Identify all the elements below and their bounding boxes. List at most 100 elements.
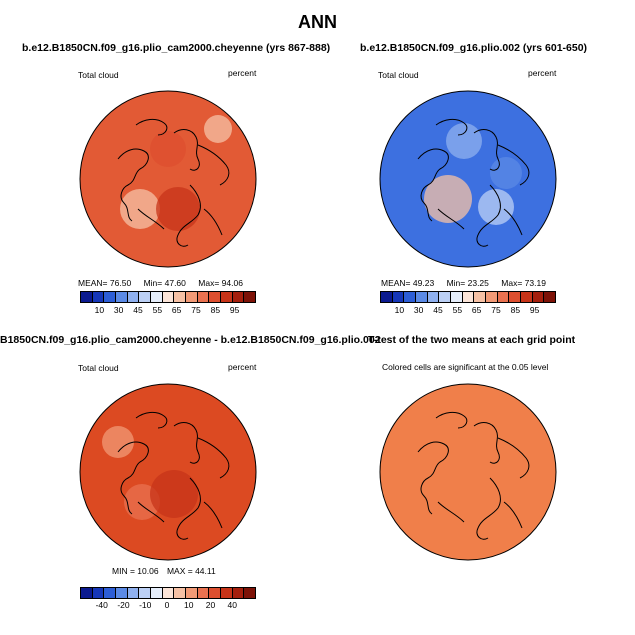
coastline	[473, 422, 500, 464]
colorbar-swatch	[439, 292, 452, 302]
map-anomaly-patch	[150, 470, 198, 518]
coastline	[437, 208, 465, 230]
colorbar-swatch	[232, 588, 245, 598]
colorbar-swatch	[174, 588, 187, 598]
colorbar-swatch	[186, 292, 198, 302]
colorbar-tick-label: -10	[139, 600, 152, 610]
colorbar-swatch	[162, 292, 175, 302]
colorbar-swatch	[416, 292, 428, 302]
colorbar-tick-label: 0	[164, 600, 170, 610]
panel-3-polar-map	[79, 383, 257, 561]
coastline	[197, 144, 230, 186]
colorbar-tick-label: 95	[529, 305, 540, 315]
colorbar-swatch	[104, 588, 117, 598]
panel-3-colorbar-ticks: -40 -20 -10 0 10 20 40	[80, 600, 254, 612]
colorbar-tick-label: 75	[191, 305, 201, 315]
colorbar-swatch	[174, 292, 187, 302]
colorbar-swatch	[116, 588, 128, 598]
coastline	[137, 208, 165, 230]
colorbar-swatch	[427, 292, 440, 302]
colorbar-swatch	[209, 292, 222, 302]
colorbar-swatch	[509, 292, 522, 302]
panel-2-units-label: percent	[528, 68, 557, 78]
coastline	[503, 208, 523, 236]
coastline	[435, 118, 468, 136]
map-anomaly-patch	[204, 115, 232, 143]
panel-2-colorbar	[380, 291, 556, 303]
coastline	[476, 184, 501, 247]
colorbar-tick-label: 75	[491, 305, 501, 315]
coastline	[173, 422, 200, 464]
colorbar-swatch	[81, 588, 93, 598]
colorbar-tick-label: 45	[133, 305, 143, 315]
panel-1-max-value: 94.06	[221, 278, 243, 288]
colorbar-swatch	[521, 292, 533, 302]
coastline	[176, 184, 201, 247]
coastline	[435, 411, 468, 429]
map-anomaly-patch	[120, 189, 160, 229]
figure-title: ANN	[298, 12, 337, 32]
colorbar-swatch	[104, 292, 117, 302]
colorbar-swatch	[127, 588, 140, 598]
coastline	[173, 129, 200, 171]
colorbar-swatch	[139, 292, 152, 302]
panel-2-colorbar-ticks: 10 30 45 55 65 75 85 95	[380, 305, 554, 317]
panel-3-max-label: MAX =	[166, 566, 193, 576]
colorbar-swatch	[81, 292, 93, 302]
coastline	[203, 501, 223, 529]
colorbar-tick-label: 55	[152, 305, 163, 315]
panel-2-min-label: Min=	[446, 278, 466, 288]
panel-4-subtitle: Colored cells are significant at the 0.0…	[382, 362, 549, 372]
coastline	[503, 501, 523, 529]
map-anomaly-patch	[490, 157, 522, 189]
map-field	[380, 384, 556, 560]
panel-3-title: B1850CN.f09_g16.plio_cam2000.cheyenne - …	[0, 334, 381, 346]
colorbar-swatch	[474, 292, 487, 302]
panel-3-variable-label: Total cloud	[78, 363, 119, 373]
panel-1-units-label: percent	[228, 68, 257, 78]
colorbar-swatch	[497, 292, 510, 302]
colorbar-swatch	[92, 292, 105, 302]
colorbar-swatch	[451, 292, 463, 302]
colorbar-swatch	[139, 588, 152, 598]
map-anomaly-patch	[102, 426, 134, 458]
colorbar-swatch	[221, 292, 233, 302]
map-anomaly-patch	[150, 131, 186, 167]
coastline	[137, 501, 165, 523]
panel-3-colorbar	[80, 587, 256, 599]
panel-4-polar-map	[379, 383, 557, 561]
coastline	[417, 148, 449, 222]
coastline	[203, 208, 223, 236]
coastline	[135, 411, 168, 429]
colorbar-tick-label: 85	[210, 305, 221, 315]
panel-3-max-value: 44.11	[195, 566, 216, 576]
panel-1-min-label: Min=	[143, 278, 163, 288]
panel-4-title: T-test of the two means at each grid poi…	[368, 334, 576, 346]
colorbar-swatch	[244, 588, 256, 598]
colorbar-tick-label: 55	[452, 305, 463, 315]
colorbar-tick-label: 65	[471, 305, 482, 315]
panel-1-stats: MEAN= 76.50 Min= 47.60 Max= 94.06	[78, 278, 243, 288]
panel-1-colorbar-ticks: 10 30 45 55 65 75 85 95	[80, 305, 254, 317]
panel-1-colorbar	[80, 291, 256, 303]
colorbar-swatch	[244, 292, 256, 302]
colorbar-tick-label: 10	[394, 305, 405, 315]
colorbar-swatch	[116, 292, 128, 302]
map-anomaly-patch	[424, 175, 472, 223]
coastline	[197, 437, 230, 479]
colorbar-tick-label: 20	[205, 600, 216, 610]
panel-3-min-label: MIN =	[112, 566, 135, 576]
colorbar-swatch	[162, 588, 175, 598]
coastline	[135, 118, 168, 136]
map-border	[79, 383, 257, 561]
colorbar-tick-label: 85	[510, 305, 521, 315]
colorbar-swatch	[532, 292, 545, 302]
colorbar-swatch	[232, 292, 245, 302]
colorbar-swatch	[544, 292, 556, 302]
coastline	[437, 501, 465, 523]
colorbar-tick-label: 45	[433, 305, 443, 315]
colorbar-tick-label: 30	[413, 305, 424, 315]
colorbar-tick-label: -20	[117, 600, 130, 610]
panel-2-max-value: 73.19	[524, 278, 546, 288]
map-border	[79, 90, 257, 268]
